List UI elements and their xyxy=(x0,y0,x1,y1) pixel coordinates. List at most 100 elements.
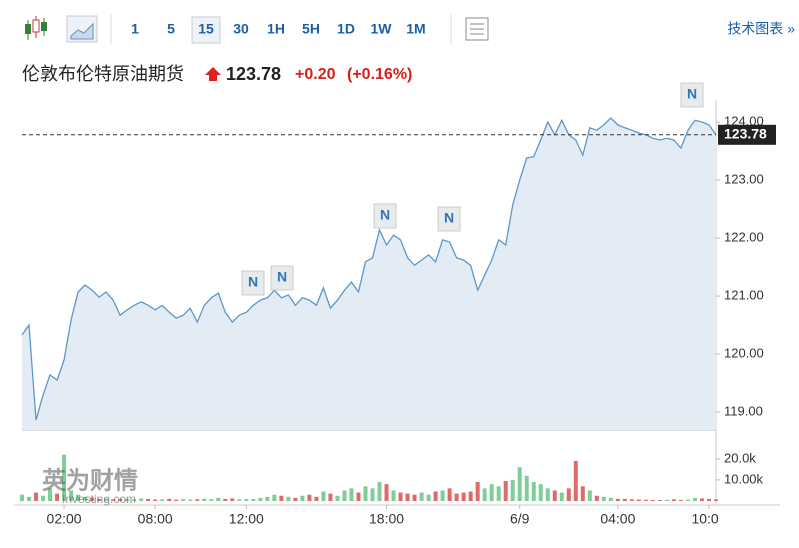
x-tick-label: 18:00 xyxy=(369,511,404,527)
interval-button[interactable]: 1W xyxy=(371,21,393,37)
volume-bar xyxy=(97,498,102,501)
price-line xyxy=(21,117,717,421)
volume-bar xyxy=(111,499,116,501)
volume-bar xyxy=(181,499,186,501)
interval-button[interactable]: 5H xyxy=(302,21,320,37)
volume-bar xyxy=(90,497,95,501)
news-marker-label: N xyxy=(444,210,454,226)
y-tick-label: 119.00 xyxy=(724,403,763,418)
volume-bar xyxy=(454,493,459,501)
news-marker[interactable] xyxy=(241,270,265,296)
watermark-site: Investing.com xyxy=(62,492,136,506)
volume-bar xyxy=(622,498,627,501)
volume-bar xyxy=(342,490,347,501)
interval-button[interactable]: 5 xyxy=(167,21,175,37)
volume-bar xyxy=(671,499,676,501)
volume-bar xyxy=(293,497,298,501)
volume-bar xyxy=(258,497,263,501)
change: +0.20 xyxy=(295,66,336,83)
volume-bar xyxy=(146,498,151,501)
volume-bar xyxy=(391,490,396,501)
interval-button[interactable]: 1 xyxy=(131,21,139,37)
plot: 119.00 120.00 121.00 122.00 123.00 124.00 10.0… xyxy=(20,82,776,527)
news-marker-label: N xyxy=(277,269,287,285)
volume-bar xyxy=(300,495,305,501)
volume-bar xyxy=(104,498,109,501)
volume-bar xyxy=(48,488,53,501)
interval-button[interactable]: 30 xyxy=(233,21,249,37)
volume-bar xyxy=(580,486,585,501)
table-icon[interactable] xyxy=(465,17,489,41)
news-marker[interactable] xyxy=(270,265,294,291)
y-tick-label: 20.0k xyxy=(724,450,756,465)
volume-bar xyxy=(321,491,326,501)
volume-bar xyxy=(650,499,655,501)
volume-bar xyxy=(538,484,543,501)
volume-bar xyxy=(195,499,200,501)
x-tick-label: 12:00 xyxy=(229,511,264,527)
volume-bar xyxy=(426,494,431,501)
news-marker-label: N xyxy=(380,207,390,223)
volume-bar xyxy=(335,495,340,501)
volume-bar xyxy=(356,492,361,501)
interval-button[interactable]: 1M xyxy=(406,21,425,37)
news-marker[interactable] xyxy=(680,82,704,108)
volume-bar xyxy=(419,492,424,501)
volume-bar xyxy=(174,499,179,501)
volume-bar xyxy=(69,490,74,501)
volume-bar xyxy=(615,498,620,501)
volume-bar xyxy=(363,486,368,501)
volume-bar xyxy=(496,486,501,501)
volume-bar xyxy=(714,499,718,501)
volume-bar xyxy=(20,494,24,501)
volume-bar xyxy=(685,499,690,501)
volume-bar xyxy=(664,499,669,501)
interval-button[interactable]: 15 xyxy=(198,21,214,37)
volume-bar xyxy=(370,488,375,501)
volume-bar xyxy=(447,488,452,501)
news-marker-label: N xyxy=(248,274,258,290)
volume-bar xyxy=(265,496,270,501)
volume-bar xyxy=(307,494,312,501)
selected-interval xyxy=(191,16,221,44)
technical-chart-link[interactable]: 技术图表 » xyxy=(727,21,795,37)
news-marker[interactable] xyxy=(373,203,397,229)
volume-bar xyxy=(286,496,291,501)
volume-bar xyxy=(139,498,144,501)
watermark-brand: 英为财情 xyxy=(42,467,138,494)
volume-bar xyxy=(531,482,536,501)
volume-bar xyxy=(251,498,256,501)
last-price-box xyxy=(718,124,776,145)
news-marker-label: N xyxy=(687,86,697,102)
volume-bar xyxy=(34,492,39,501)
volume-bar xyxy=(608,497,613,501)
volume-bar xyxy=(209,499,214,501)
y-tick-label: 124.00 xyxy=(724,113,764,128)
volume-bar xyxy=(62,454,67,501)
volume-bar xyxy=(461,492,466,501)
volume-bar xyxy=(237,499,242,501)
volume-bar xyxy=(587,490,592,501)
volume-bar xyxy=(573,460,578,501)
interval-button[interactable]: 1D xyxy=(337,21,355,37)
news-marker[interactable] xyxy=(437,206,461,232)
volume-bar xyxy=(230,498,235,501)
volume-bar xyxy=(475,482,480,501)
volume-bar xyxy=(699,498,704,501)
last-price: 123.78 xyxy=(226,64,281,84)
volume-bar xyxy=(412,494,417,501)
interval-button[interactable]: 1H xyxy=(267,21,285,37)
y-tick-label: 120.00 xyxy=(724,345,764,360)
volume-bar xyxy=(510,479,515,501)
volume-bar xyxy=(678,499,683,501)
volume-bar xyxy=(216,497,221,501)
volume-bar xyxy=(83,496,88,501)
last-price-label: 123.78 xyxy=(724,126,767,142)
volume-bar xyxy=(76,494,81,501)
volume-bar xyxy=(566,488,571,501)
area-icon[interactable] xyxy=(66,15,98,43)
volume-bar xyxy=(244,499,249,501)
candlestick-icon[interactable] xyxy=(25,16,47,40)
volume-bar xyxy=(594,495,599,501)
